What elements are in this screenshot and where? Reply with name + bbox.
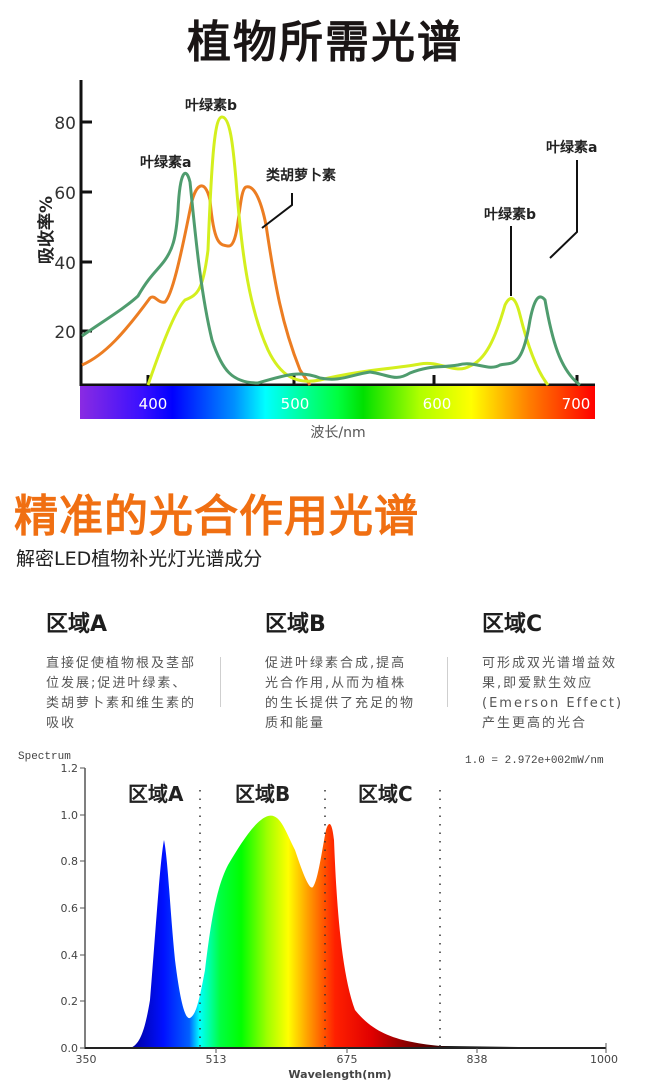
x-tick-700: 700 (562, 395, 591, 413)
y-tick-60: 60 (54, 184, 76, 204)
visible-spectrum-bar (80, 386, 595, 419)
y-tick-80: 80 (54, 114, 76, 134)
x-ticks: 350 513 675 838 1000 Wavelength(nm) (76, 1043, 618, 1081)
section-title-photosynthesis: 精准的光合作用光谱 (14, 491, 419, 542)
leader-carotenoid (261, 193, 293, 229)
y-tick-0-0: 0.0 (61, 1042, 79, 1055)
y-ticks: 1.2 1.0 0.8 0.6 0.4 0.2 0.0 (61, 762, 85, 1055)
x-axis-label-wavelength: Wavelength(nm) (288, 1068, 391, 1081)
spectrum-area (85, 815, 606, 1048)
label-chlorophyll-b-red: 叶绿素b (484, 206, 536, 223)
scale-note: 1.0 = 2.972e+002mW/nm (465, 755, 604, 767)
zone-a-description: 直接促使植物根及茎部位发展;促进叶绿素、类胡萝卜素和维生素的吸收 (46, 656, 197, 731)
section-subtitle: 解密LED植物补光灯光谱成分 (16, 548, 263, 570)
zone-c-description: 可形成双光谱增益效果,即爱默生效应(Emerson Effect)产生更高的光合 (482, 656, 624, 731)
chart-zone-b-label: 区域B (235, 782, 290, 806)
x-tick-838: 838 (467, 1053, 488, 1066)
x-tick-600: 600 (423, 395, 452, 413)
y-axis-label: 吸收率% (36, 196, 57, 264)
chart-zone-a-label: 区域A (128, 782, 184, 806)
x-axis: 400 500 600 700 波长/nm (80, 375, 595, 441)
chart-zone-c-label: 区域C (358, 782, 413, 806)
y-tick-1-2: 1.2 (61, 762, 79, 775)
led-spectrum-chart: Spectrum 1.0 = 2.972e+002mW/nm 区域A 区域B 区… (18, 751, 618, 1081)
label-chlorophyll-a-blue: 叶绿素a (140, 154, 191, 171)
x-axis-label: 波长/nm (310, 425, 365, 441)
label-carotenoid: 类胡萝卜素 (266, 167, 336, 184)
x-tick-513: 513 (206, 1053, 227, 1066)
page-title-plant-spectrum: 植物所需光谱 (187, 17, 463, 68)
y-tick-0-2: 0.2 (61, 995, 79, 1008)
label-chlorophyll-b-blue: 叶绿素b (185, 97, 237, 114)
x-tick-400: 400 (139, 395, 168, 413)
y-tick-20: 20 (54, 323, 76, 343)
absorption-chart: 80 60 40 20 吸收率% 400 500 600 700 波长/nm 叶… (36, 80, 597, 441)
y-axis: 80 60 40 20 吸收率% (36, 80, 92, 386)
zone-b-heading: 区域B (265, 612, 326, 637)
y-tick-0-8: 0.8 (61, 855, 79, 868)
curve-chlorophyll-b (146, 115, 550, 386)
x-tick-1000: 1000 (590, 1053, 618, 1066)
x-tick-500: 500 (281, 395, 310, 413)
label-chlorophyll-a-red: 叶绿素a (546, 139, 597, 156)
curve-chlorophyll-a (81, 171, 581, 387)
y-tick-1-0: 1.0 (61, 809, 79, 822)
x-tick-675: 675 (337, 1053, 358, 1066)
y-tick-40: 40 (54, 254, 76, 274)
zone-b-description: 促进叶绿素合成,提高光合作用,从而为植株的生长提供了充足的物质和能量 (265, 656, 416, 731)
zone-divider-2 (447, 657, 448, 707)
zone-divider-1 (220, 657, 221, 707)
y-tick-0-6: 0.6 (61, 902, 79, 915)
leader-chlorophyll-a-red (549, 160, 578, 259)
x-tick-350: 350 (76, 1053, 97, 1066)
curve-carotenoid (81, 184, 312, 386)
y-axis-label-spectrum: Spectrum (18, 751, 71, 763)
zone-a-heading: 区域A (46, 612, 108, 637)
y-tick-0-4: 0.4 (61, 949, 79, 962)
zone-c-heading: 区域C (482, 612, 543, 637)
